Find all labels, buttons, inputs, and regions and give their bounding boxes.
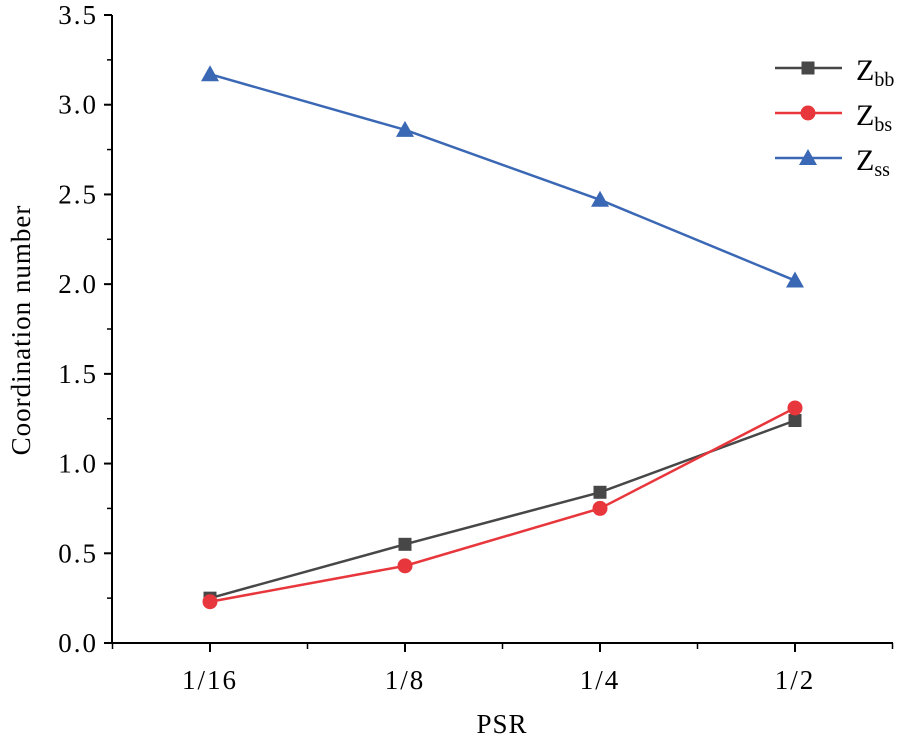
- legend-label: Zss: [856, 144, 890, 181]
- x-axis-label: PSR: [476, 709, 527, 739]
- series-bb: [203, 414, 802, 605]
- y-tick-label: 1.0: [58, 449, 98, 479]
- y-tick-label: 3.0: [58, 90, 98, 120]
- data-point-ss: [201, 65, 219, 82]
- y-axis-label: Coordination number: [6, 205, 36, 456]
- legend-item-bs: Zbs: [775, 99, 892, 136]
- data-point-bs: [592, 500, 608, 516]
- y-tick-label: 2.0: [58, 269, 98, 299]
- data-point-ss: [591, 190, 609, 207]
- x-tick-label: 1/8: [385, 665, 426, 695]
- data-point-bb: [593, 485, 607, 499]
- legend-marker: [801, 61, 815, 75]
- series-ss: [201, 65, 804, 288]
- data-point-bb: [398, 537, 412, 551]
- y-tick-label: 3.5: [58, 0, 98, 30]
- legend-item-bb: Zbb: [775, 54, 894, 91]
- x-tick-label: 1/4: [580, 665, 621, 695]
- series-bs: [202, 400, 803, 610]
- data-point-bs: [202, 594, 218, 610]
- data-point-ss: [786, 271, 804, 288]
- data-point-bs: [787, 400, 803, 416]
- y-tick-label: 1.5: [58, 359, 98, 389]
- legend-marker: [800, 105, 816, 121]
- y-tick-label: 2.5: [58, 179, 98, 209]
- data-point-ss: [396, 120, 414, 137]
- y-tick-label: 0.5: [58, 538, 98, 568]
- legend-marker: [799, 149, 817, 165]
- x-tick-label: 1/16: [182, 665, 238, 695]
- legend-label: Zbb: [856, 54, 894, 91]
- legend-label: Zbs: [856, 99, 892, 136]
- data-point-bb: [788, 414, 802, 428]
- legend-item-ss: Zss: [775, 144, 890, 181]
- series-line-bs: [209, 406, 796, 603]
- y-tick-label: 0.0: [58, 628, 98, 658]
- series-line-bb: [209, 419, 796, 600]
- series-line-ss: [209, 73, 796, 282]
- axes: 0.0 0.5 1.0 1.5 2.0 2.5 3.0 3.5 1/16 1/8 1/4 1/2: [58, 0, 894, 695]
- x-tick-label: 1/2: [775, 665, 816, 695]
- series-group: [201, 65, 804, 610]
- legend: Zbb Zbs Zss: [775, 54, 894, 181]
- data-point-bs: [397, 558, 413, 574]
